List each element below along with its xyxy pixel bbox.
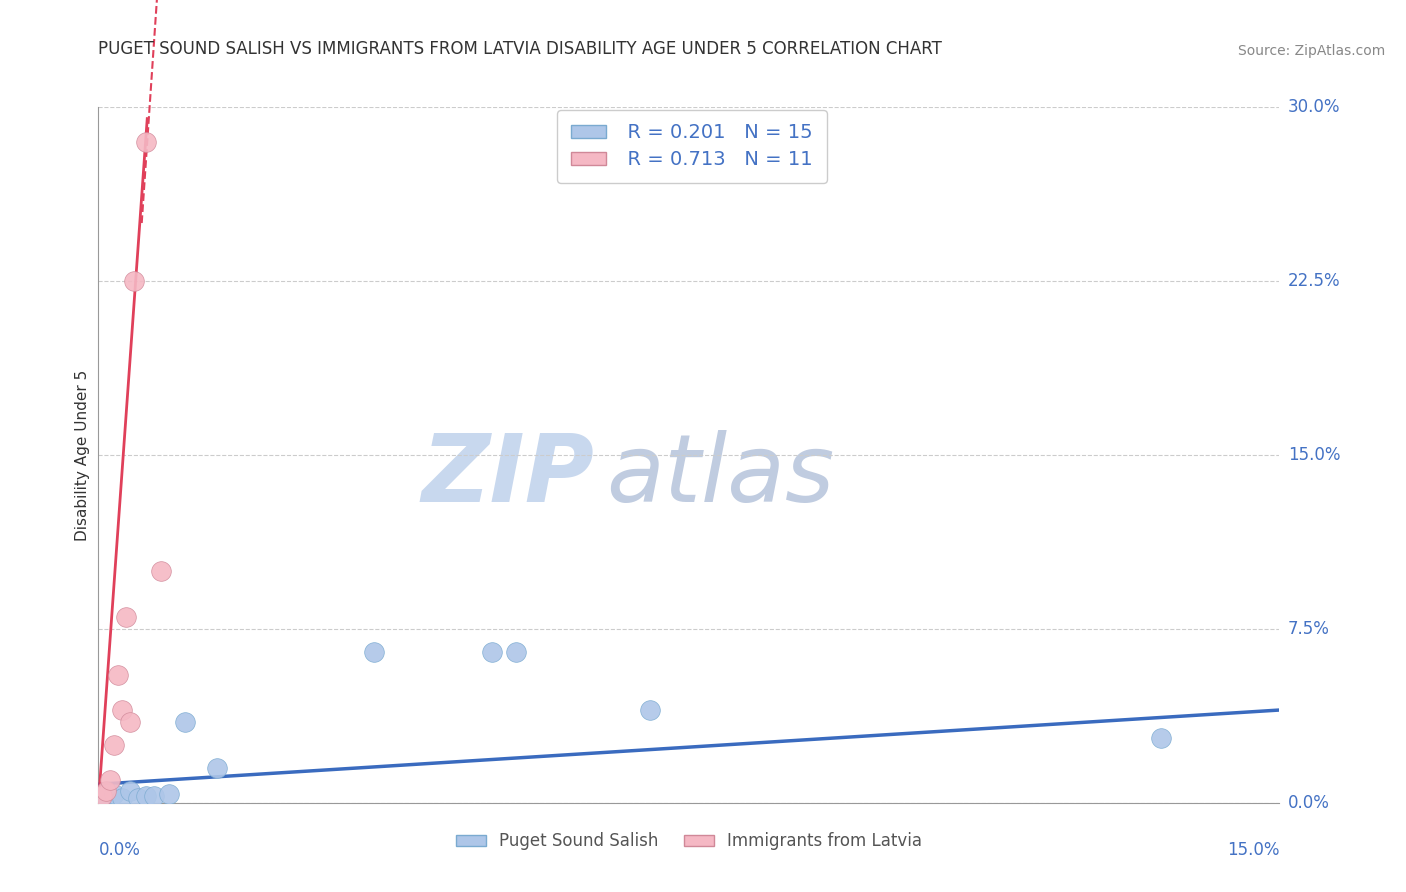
Point xyxy=(103,787,125,801)
Point xyxy=(127,791,149,805)
Text: Source: ZipAtlas.com: Source: ZipAtlas.com xyxy=(1237,44,1385,58)
Point xyxy=(111,791,134,805)
Point xyxy=(157,787,180,801)
Point xyxy=(638,703,661,717)
Point xyxy=(96,789,118,803)
Point xyxy=(115,610,138,624)
Point xyxy=(505,645,527,659)
Y-axis label: Disability Age Under 5: Disability Age Under 5 xyxy=(75,369,90,541)
Point xyxy=(363,645,385,659)
Point xyxy=(142,789,165,803)
Point xyxy=(135,789,157,803)
Point xyxy=(96,784,118,798)
Point xyxy=(103,738,125,752)
Text: ZIP: ZIP xyxy=(422,430,595,522)
Point xyxy=(118,714,141,729)
Point xyxy=(150,564,173,578)
Text: 15.0%: 15.0% xyxy=(1227,841,1279,859)
Point xyxy=(91,789,114,803)
Point xyxy=(1150,731,1173,745)
Text: 0.0%: 0.0% xyxy=(98,841,141,859)
Point xyxy=(122,274,145,288)
Legend: Puget Sound Salish, Immigrants from Latvia: Puget Sound Salish, Immigrants from Latv… xyxy=(450,826,928,857)
Text: 7.5%: 7.5% xyxy=(1288,620,1330,638)
Text: PUGET SOUND SALISH VS IMMIGRANTS FROM LATVIA DISABILITY AGE UNDER 5 CORRELATION : PUGET SOUND SALISH VS IMMIGRANTS FROM LA… xyxy=(98,40,942,58)
Point xyxy=(481,645,503,659)
Point xyxy=(174,714,197,729)
Point xyxy=(111,703,134,717)
Point xyxy=(98,772,121,787)
Point xyxy=(135,135,157,149)
Text: 30.0%: 30.0% xyxy=(1288,98,1340,116)
Point xyxy=(118,784,141,798)
Point xyxy=(107,668,129,682)
Text: 15.0%: 15.0% xyxy=(1288,446,1340,464)
Point xyxy=(205,761,228,775)
Text: 22.5%: 22.5% xyxy=(1288,272,1340,290)
Text: 0.0%: 0.0% xyxy=(1288,794,1330,812)
Text: atlas: atlas xyxy=(606,430,835,521)
